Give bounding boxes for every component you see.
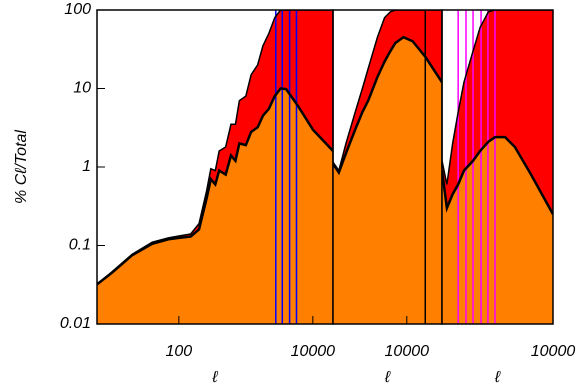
y-tick-label: 0.1 xyxy=(69,237,91,254)
panel xyxy=(333,10,442,324)
area xyxy=(442,137,553,324)
x-axis-label: ℓ xyxy=(494,369,501,386)
line xyxy=(333,10,442,173)
area xyxy=(97,88,333,324)
area xyxy=(333,37,442,324)
panel xyxy=(442,10,553,324)
panel xyxy=(97,10,333,324)
line xyxy=(97,10,333,285)
y-tick-label: 10 xyxy=(73,80,91,97)
x-axis-label: ℓ xyxy=(211,369,218,386)
y-tick-label: 1 xyxy=(82,158,91,175)
y-tick-label: 0.01 xyxy=(60,315,91,332)
panel-frame xyxy=(441,9,554,325)
x-axis-label: ℓ xyxy=(384,369,391,386)
line xyxy=(333,35,442,176)
x-tick-label: 10000 xyxy=(531,343,576,360)
line xyxy=(97,87,333,286)
y-tick-label: 100 xyxy=(64,1,91,18)
y-axis-label: % Cℓ/Total xyxy=(13,130,30,204)
line xyxy=(442,135,553,215)
x-tick-label: 10000 xyxy=(291,343,336,360)
line xyxy=(442,10,553,185)
x-tick-label: 10000 xyxy=(385,343,430,360)
x-tick-label: 100 xyxy=(166,343,193,360)
